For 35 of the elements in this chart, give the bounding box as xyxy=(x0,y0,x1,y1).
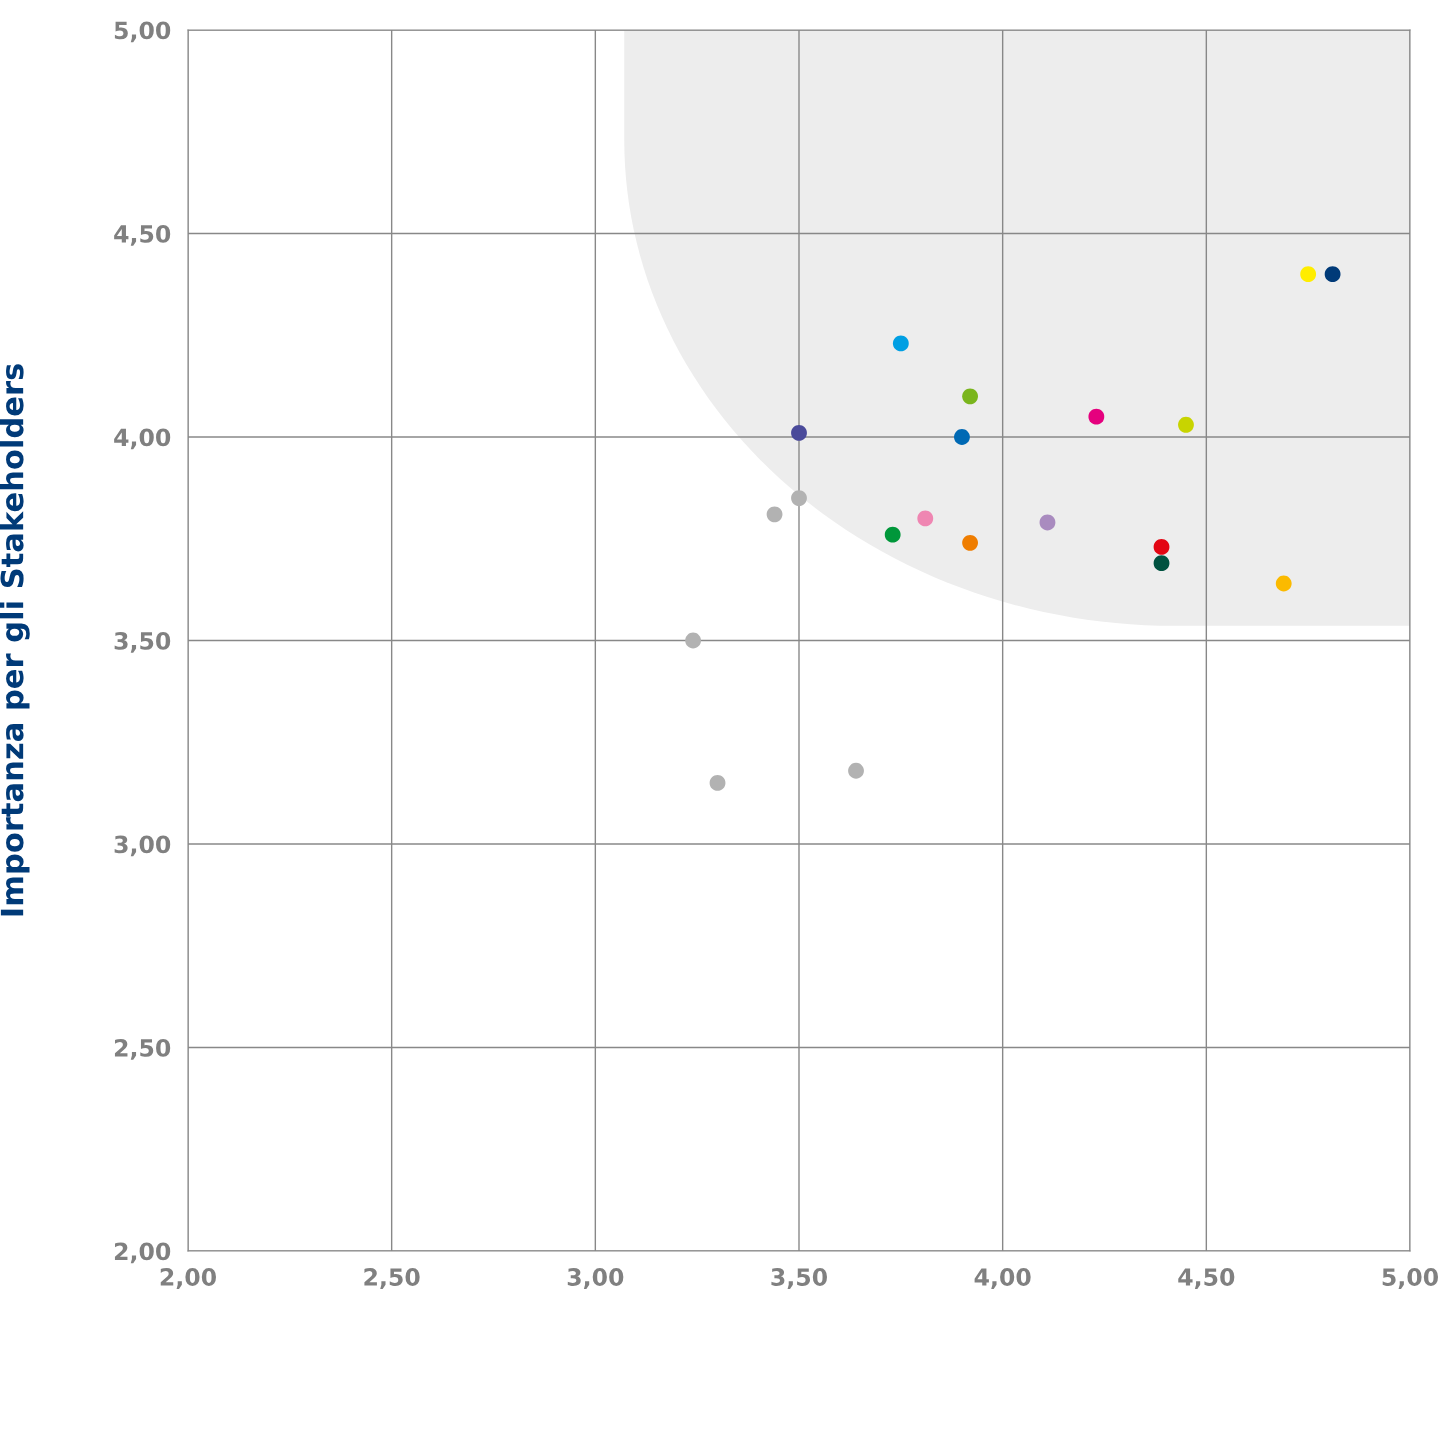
y-tick-label: 2,50 xyxy=(114,1038,171,1060)
x-tick-label: 4,00 xyxy=(974,1268,1031,1289)
point xyxy=(884,526,901,543)
x-tick-label: 3,00 xyxy=(567,1268,624,1289)
point xyxy=(954,429,970,445)
x-tick-label: 5,00 xyxy=(1382,1268,1438,1289)
y-tick-label: 5,00 xyxy=(114,21,171,43)
point xyxy=(1153,538,1170,555)
point xyxy=(892,335,909,352)
y-tick-label: 4,00 xyxy=(114,428,171,450)
point xyxy=(1153,555,1170,572)
point xyxy=(1275,575,1292,592)
point xyxy=(962,388,978,405)
x-tick-label: 2,00 xyxy=(160,1268,216,1289)
y-axis-title: Importanza per gli Stakeholders xyxy=(0,364,30,916)
point xyxy=(1088,408,1105,425)
point xyxy=(917,510,934,527)
point xyxy=(791,425,807,441)
point xyxy=(709,775,726,791)
x-tick-label: 4,50 xyxy=(1178,1268,1235,1289)
point xyxy=(791,490,807,506)
y-tick-label: 3,00 xyxy=(114,835,171,857)
point xyxy=(1300,266,1317,283)
point xyxy=(962,534,978,551)
point xyxy=(766,506,783,523)
x-tick-label: 3,50 xyxy=(771,1268,827,1289)
point xyxy=(685,632,702,649)
y-tick-label: 2,00 xyxy=(114,1242,171,1264)
x-tick-label: 2,50 xyxy=(364,1268,420,1289)
y-tick-label: 4,50 xyxy=(114,224,171,246)
point xyxy=(1324,266,1341,283)
point xyxy=(1039,514,1056,531)
point xyxy=(1178,416,1194,433)
y-tick-label: 3,50 xyxy=(114,631,171,653)
point xyxy=(848,762,864,779)
